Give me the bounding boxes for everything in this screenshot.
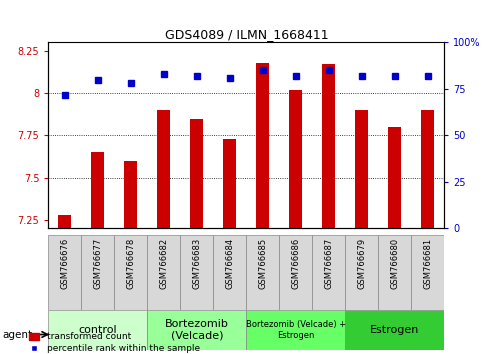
Bar: [91, 152, 104, 228]
Bar: [147, 310, 246, 350]
Bar: [48, 235, 81, 313]
Bar: [180, 235, 213, 313]
Bar: [289, 90, 302, 228]
Bar: [279, 235, 313, 313]
Text: GSM766686: GSM766686: [291, 238, 300, 289]
Text: GSM766684: GSM766684: [226, 238, 234, 289]
Text: agent: agent: [2, 330, 32, 339]
Bar: [213, 235, 246, 313]
Text: GSM766685: GSM766685: [258, 238, 267, 289]
Text: GSM766680: GSM766680: [390, 238, 399, 289]
Bar: [190, 119, 203, 228]
Bar: [246, 235, 279, 313]
Bar: [157, 110, 170, 228]
Bar: [256, 63, 270, 228]
Text: GSM766687: GSM766687: [325, 238, 333, 289]
Title: GDS4089 / ILMN_1668411: GDS4089 / ILMN_1668411: [165, 28, 328, 41]
Bar: [313, 235, 345, 313]
Text: GSM766676: GSM766676: [60, 238, 69, 289]
Text: GSM766679: GSM766679: [357, 238, 366, 289]
Text: GSM766682: GSM766682: [159, 238, 168, 289]
Bar: [421, 110, 435, 228]
Bar: [345, 235, 378, 313]
Legend: transformed count, percentile rank within the sample: transformed count, percentile rank withi…: [28, 332, 200, 353]
Bar: [355, 110, 369, 228]
Text: control: control: [79, 325, 117, 335]
Bar: [81, 235, 114, 313]
Bar: [124, 161, 138, 228]
Text: Bortezomib
(Velcade): Bortezomib (Velcade): [165, 319, 229, 341]
Bar: [412, 235, 444, 313]
Text: Estrogen: Estrogen: [370, 325, 420, 335]
Text: Bortezomib (Velcade) +
Estrogen: Bortezomib (Velcade) + Estrogen: [246, 320, 346, 340]
Bar: [345, 310, 444, 350]
Bar: [322, 64, 335, 228]
Bar: [378, 235, 412, 313]
Bar: [114, 235, 147, 313]
Bar: [223, 139, 237, 228]
Bar: [388, 127, 401, 228]
Text: GSM766683: GSM766683: [192, 238, 201, 289]
Bar: [48, 310, 147, 350]
Bar: [246, 310, 345, 350]
Text: GSM766677: GSM766677: [93, 238, 102, 289]
Bar: [58, 215, 71, 228]
Text: GSM766681: GSM766681: [424, 238, 432, 289]
Bar: [147, 235, 180, 313]
Text: GSM766678: GSM766678: [127, 238, 135, 289]
